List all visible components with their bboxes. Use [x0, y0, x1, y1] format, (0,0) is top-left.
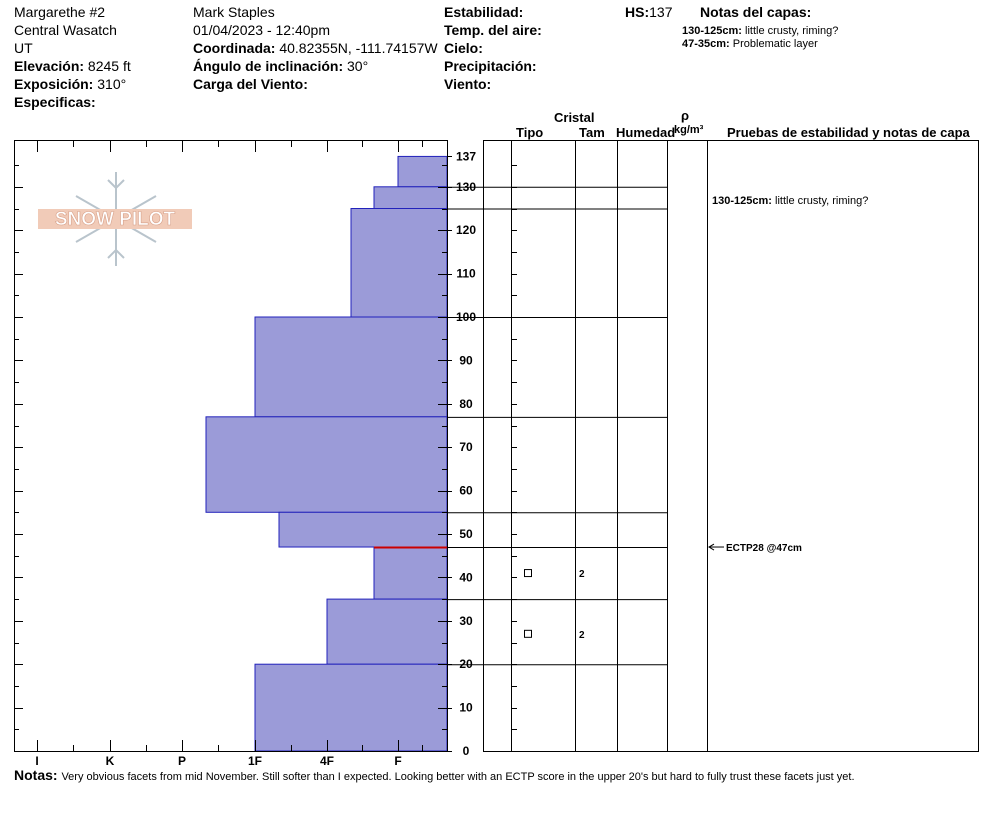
layer-table-frame: [483, 140, 979, 752]
hardness-bar: [350, 208, 448, 318]
type-header: Tipo: [516, 125, 544, 140]
location-name: Margarethe #2: [14, 4, 106, 20]
crystal-size-value: 2: [579, 630, 585, 641]
layer-comment-text: little crusty, riming?: [775, 195, 868, 207]
coord-value: 40.82355N, -111.74157W: [279, 40, 438, 56]
crystal-size-value: 2: [579, 569, 585, 580]
stability-label: Estabilidad:: [444, 4, 524, 20]
layer-note-text: little crusty, riming?: [745, 25, 839, 37]
height-label: 80: [459, 397, 473, 411]
size-header: Tam: [579, 125, 605, 140]
tests-header: Pruebas de estabilidad y notas de capa: [727, 125, 970, 140]
observer: Mark Staples: [193, 4, 275, 20]
moisture-header: Humedad: [616, 125, 676, 140]
logo-text: SNOW PILOT: [55, 209, 176, 230]
datetime: 01/04/2023 - 12:40pm: [193, 22, 330, 38]
hardness-label: 4F: [320, 754, 334, 768]
air-temp-label: Temp. del aire:: [444, 22, 542, 38]
slope-value: 30°: [347, 58, 369, 74]
hardness-label: I: [35, 754, 38, 768]
hardness-bar: [326, 598, 448, 665]
hardness-bar: [397, 155, 448, 188]
elevation-label: Elevación:: [14, 58, 85, 74]
coord-label: Coordinada:: [193, 40, 276, 56]
state: UT: [14, 40, 33, 56]
coordinates: Coordinada: 40.82355N, -111.74157W: [193, 40, 438, 57]
height-label: 40: [459, 570, 473, 584]
height-label: 0: [463, 744, 470, 758]
hs-value: 137: [649, 4, 673, 20]
crystal-type-icon: [524, 569, 532, 578]
test-result-text: ECTP28 @47cm: [726, 543, 802, 554]
hardness-bar: [278, 511, 448, 548]
sky-label: Cielo:: [444, 40, 483, 56]
hardness-bar: [205, 416, 448, 513]
height-label: 50: [459, 527, 473, 541]
slope-label: Ángulo de inclinación:: [193, 58, 344, 74]
wind-load-label: Carga del Viento:: [193, 76, 308, 92]
hs-label: HS:: [625, 4, 650, 20]
height-label: 120: [456, 223, 476, 237]
density-unit-header: kg/m³: [674, 124, 704, 136]
height-label: 60: [459, 484, 473, 498]
height-label: 10: [459, 701, 473, 715]
hardness-label: F: [394, 754, 401, 768]
layer-note-1: 130-125cm: little crusty, riming?: [682, 25, 838, 38]
hardness-label: P: [178, 754, 186, 768]
precip-label: Precipitación:: [444, 58, 537, 74]
aspect: Exposición: 310°: [14, 76, 126, 93]
notes-text: Very obvious facets from mid November. S…: [61, 771, 855, 783]
elevation-value: 8245 ft: [87, 58, 131, 74]
layer-comment-range: 130-125cm:: [712, 195, 775, 207]
snowpilot-logo: SNOW PILOT: [38, 172, 192, 266]
hardness-bar: [373, 186, 448, 210]
aspect-label: Exposición:: [14, 76, 94, 92]
height-label: 90: [459, 353, 473, 367]
rho-header: ρ: [681, 108, 690, 123]
crystal-type-icon: [524, 629, 532, 638]
elevation: Elevación: 8245 ft: [14, 58, 131, 75]
hardness-bar: [254, 663, 448, 752]
layer-note-range: 47-35cm:: [682, 38, 730, 50]
hardness-label: 1F: [248, 754, 262, 768]
layer-note-text: Problematic layer: [732, 38, 818, 50]
layer-note-2: 47-35cm: Problematic layer: [682, 38, 818, 51]
wind-label: Viento:: [444, 76, 492, 92]
height-label: 110: [456, 267, 476, 281]
hardness-plot-frame: [14, 140, 448, 752]
height-label: 137: [456, 149, 476, 163]
layer-comment: 130-125cm: little crusty, riming?: [712, 195, 868, 207]
aspect-value: 310°: [97, 76, 127, 92]
hardness-bar: [254, 316, 448, 418]
crystal-header: Cristal: [554, 110, 595, 125]
height-label: 70: [459, 440, 473, 454]
slope-angle: Ángulo de inclinación: 30°: [193, 58, 368, 75]
layer-notes-label: Notas del capas:: [700, 4, 812, 20]
notes: Notas: Very obvious facets from mid Nove…: [14, 767, 855, 786]
test-result-arrow-icon: [708, 543, 715, 551]
mountain-range: Central Wasatch: [14, 22, 117, 38]
specifics-label: Especificas:: [14, 94, 96, 110]
snow-height: HS:137: [625, 4, 672, 21]
hardness-label: K: [106, 754, 115, 768]
hardness-bar: [373, 546, 448, 600]
height-label: 30: [459, 614, 473, 628]
notes-label: Notas:: [14, 767, 58, 783]
layer-note-range: 130-125cm:: [682, 25, 742, 37]
